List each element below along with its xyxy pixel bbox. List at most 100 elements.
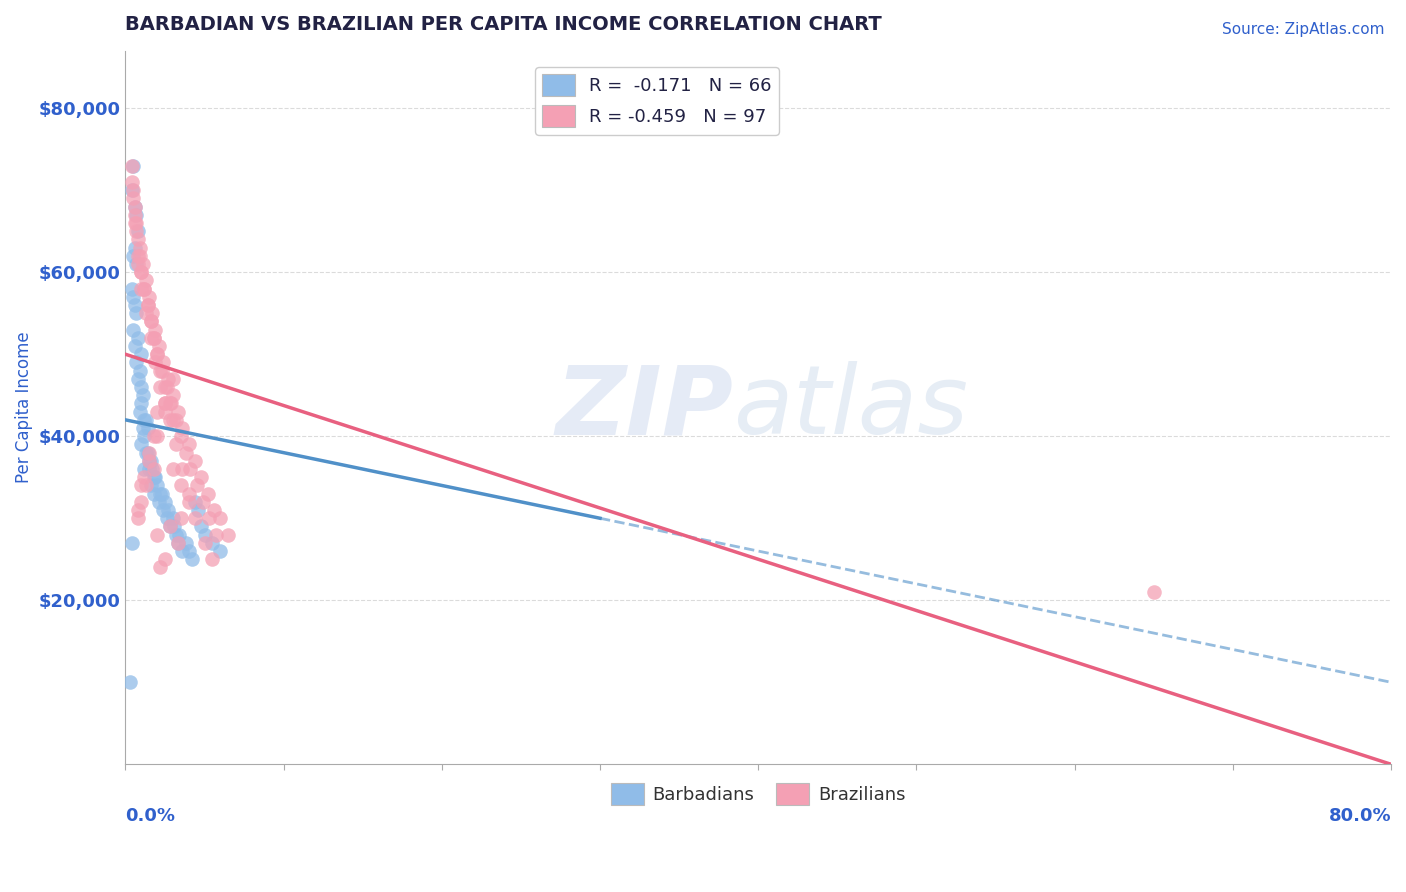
Point [162, 462, 184, 476]
Point [177, 437, 200, 451]
Point [150, 486, 173, 500]
Point [134, 462, 156, 476]
Point [136, 421, 159, 435]
Point [120, 675, 142, 690]
Point [129, 495, 152, 509]
Point [129, 478, 152, 492]
Point [162, 372, 184, 386]
Point [162, 388, 184, 402]
Point [136, 298, 159, 312]
Point [124, 200, 146, 214]
Point [146, 347, 169, 361]
Point [124, 208, 146, 222]
Point [128, 249, 150, 263]
Point [138, 454, 160, 468]
Point [135, 413, 157, 427]
Point [122, 183, 145, 197]
Point [138, 290, 160, 304]
Point [193, 527, 215, 541]
Point [128, 241, 150, 255]
Point [142, 462, 165, 476]
Point [159, 519, 181, 533]
Point [124, 216, 146, 230]
Point [128, 364, 150, 378]
Point [201, 552, 224, 566]
Point [166, 404, 188, 418]
Text: 0.0%: 0.0% [125, 807, 176, 825]
Point [129, 282, 152, 296]
Point [124, 200, 146, 214]
Point [172, 544, 194, 558]
Text: Source: ZipAtlas.com: Source: ZipAtlas.com [1222, 22, 1385, 37]
Point [186, 478, 208, 492]
Point [127, 249, 149, 263]
Point [139, 314, 162, 328]
Point [157, 372, 180, 386]
Point [138, 454, 160, 468]
Text: 80.0%: 80.0% [1329, 807, 1391, 825]
Point [209, 511, 232, 525]
Point [165, 527, 187, 541]
Point [153, 396, 176, 410]
Point [132, 421, 155, 435]
Point [138, 445, 160, 459]
Point [122, 191, 145, 205]
Point [159, 413, 181, 427]
Point [124, 298, 146, 312]
Point [129, 347, 152, 361]
Point [127, 503, 149, 517]
Point [149, 560, 172, 574]
Point [197, 486, 219, 500]
Point [148, 495, 170, 509]
Point [149, 364, 172, 378]
Point [135, 478, 157, 492]
Point [138, 462, 160, 476]
Point [142, 470, 165, 484]
Point [148, 339, 170, 353]
Point [127, 331, 149, 345]
Point [165, 437, 187, 451]
Point [163, 519, 186, 533]
Text: BARBADIAN VS BRAZILIAN PER CAPITA INCOME CORRELATION CHART: BARBADIAN VS BRAZILIAN PER CAPITA INCOME… [125, 15, 882, 34]
Point [157, 503, 180, 517]
Point [121, 159, 143, 173]
Point [190, 470, 212, 484]
Point [125, 216, 148, 230]
Point [145, 470, 167, 484]
Point [180, 552, 202, 566]
Text: ZIP: ZIP [555, 361, 733, 454]
Point [177, 495, 200, 509]
Point [149, 486, 172, 500]
Point [122, 323, 145, 337]
Point [125, 306, 148, 320]
Point [166, 536, 188, 550]
Point [129, 265, 152, 279]
Point [128, 404, 150, 418]
Point [179, 462, 201, 476]
Point [184, 495, 207, 509]
Point [160, 396, 183, 410]
Point [172, 421, 194, 435]
Point [209, 544, 232, 558]
Point [146, 527, 169, 541]
Point [125, 208, 148, 222]
Point [152, 503, 174, 517]
Point [132, 388, 155, 402]
Point [139, 331, 162, 345]
Point [174, 536, 197, 550]
Point [187, 503, 209, 517]
Point [191, 495, 214, 509]
Point [145, 355, 167, 369]
Point [139, 314, 162, 328]
Point [122, 249, 145, 263]
Point [129, 437, 152, 451]
Point [129, 396, 152, 410]
Point [141, 306, 163, 320]
Point [155, 380, 177, 394]
Point [122, 159, 145, 173]
Point [153, 380, 176, 394]
Point [159, 519, 181, 533]
Point [177, 486, 200, 500]
Point [162, 511, 184, 525]
Point [134, 429, 156, 443]
